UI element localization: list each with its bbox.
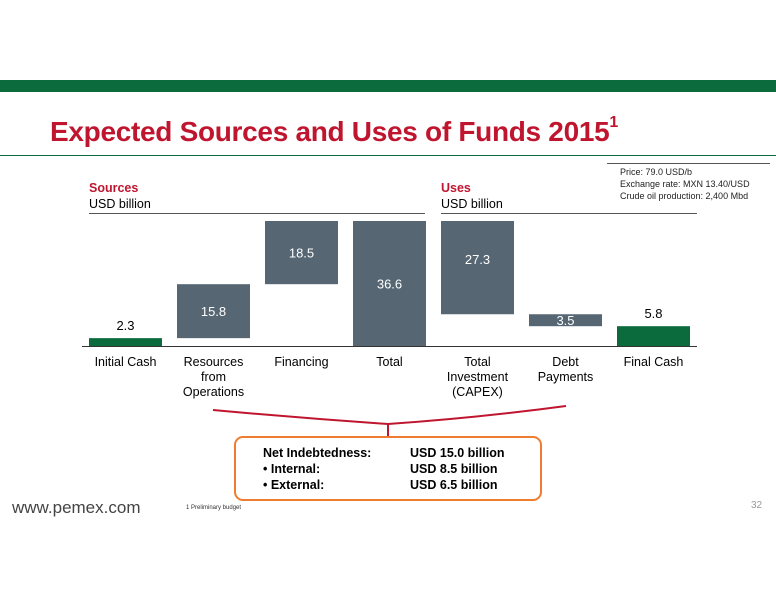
sources-unit: USD billion [89, 197, 151, 211]
category-label-3: Financing [274, 355, 328, 369]
uses-unit: USD billion [441, 197, 503, 211]
bracket-connector [212, 405, 567, 436]
waterfall-chart: 2.3 Initial Cash 15.8 Resources from Operatio… [82, 221, 697, 399]
internal-debt-value: USD 8.5 billion [410, 462, 498, 476]
data-label-3: 18.5 [289, 246, 314, 261]
data-label-2: 15.8 [201, 304, 226, 319]
category-label-1: Initial Cash [95, 355, 157, 369]
brand-top-bar [0, 80, 776, 92]
bar-3 [265, 221, 338, 285]
category-label-7: Final Cash [624, 355, 684, 369]
footnote: 1 Preliminary budget [186, 505, 242, 511]
data-label-1: 2.3 [116, 318, 134, 333]
category-label-5: Total Investment (CAPEX) [447, 355, 509, 399]
net-indebtedness-value: USD 15.0 billion [410, 446, 505, 460]
data-label-7: 5.8 [644, 306, 662, 321]
page-number: 32 [751, 500, 763, 511]
assumptions-divider [607, 163, 770, 164]
internal-debt-label: • Internal: [263, 462, 321, 476]
sources-header: Sources USD billion [89, 180, 151, 212]
category-label-2: Resources from Operations [183, 355, 244, 399]
uses-heading: Uses [441, 181, 471, 195]
category-label-4: Total [376, 355, 402, 369]
data-label-4: 36.6 [377, 277, 402, 292]
title-divider [0, 155, 776, 156]
net-indebtedness-box: Net Indebtedness: USD 15.0 billion • Int… [234, 436, 542, 501]
bar-6 [529, 314, 602, 327]
assumptions-panel: Price: 79.0 USD/b Exchange rate: MXN 13.… [620, 166, 750, 202]
data-label-5: 27.3 [465, 252, 490, 267]
assumption-crude-production: Crude oil production: 2,400 Mbd [620, 191, 749, 201]
assumption-price: Price: 79.0 USD/b [620, 167, 693, 177]
title-footnote-marker: 1 [609, 113, 618, 131]
slide-title: Expected Sources and Uses of Funds 20151 [50, 113, 618, 147]
bar-7 [617, 326, 690, 346]
uses-divider [441, 213, 697, 214]
external-debt-value: USD 6.5 billion [410, 478, 498, 492]
external-debt-label: • External: [263, 478, 325, 492]
assumption-exchange-rate: Exchange rate: MXN 13.40/USD [620, 179, 750, 189]
sources-heading: Sources [89, 181, 139, 195]
bar-5 [441, 221, 514, 315]
uses-header: Uses USD billion [441, 180, 503, 212]
net-indebtedness-label: Net Indebtedness: [263, 446, 372, 460]
data-label-6: 3.5 [556, 313, 574, 328]
bar-4 [353, 221, 426, 346]
footer-website-link[interactable]: www.pemex.com [12, 498, 141, 517]
sources-divider [89, 213, 425, 214]
category-label-6: Debt Payments [538, 355, 594, 384]
bar-1 [89, 338, 162, 346]
bar-2 [177, 284, 250, 339]
